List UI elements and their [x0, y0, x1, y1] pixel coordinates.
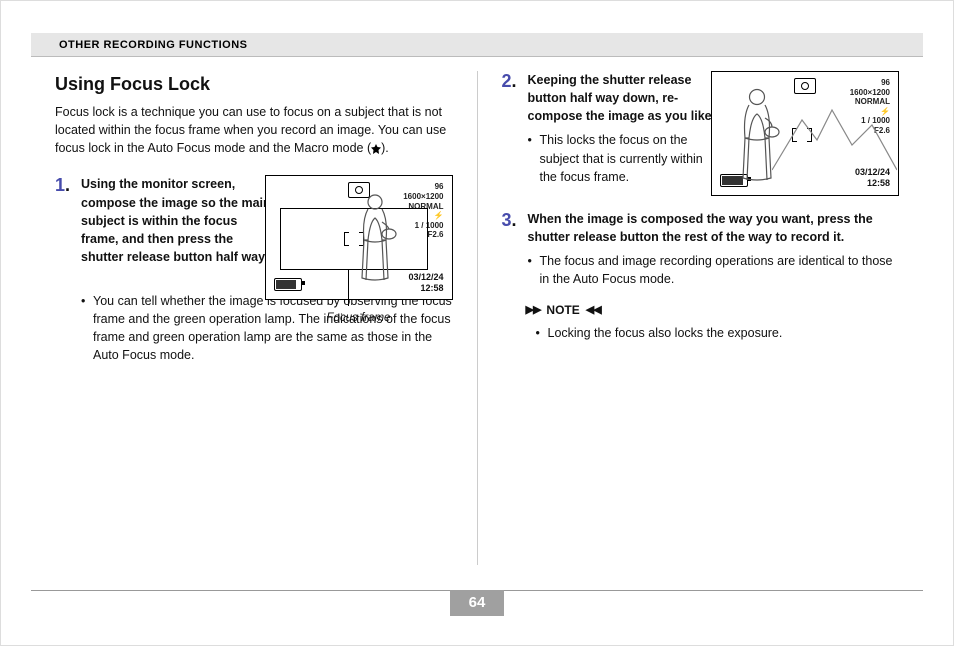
footer-line: 64: [31, 590, 923, 619]
lcd-screen-1: 96 1600×1200 NORMAL ⚡ 1 / 1000 F2.6 03/1…: [265, 175, 453, 300]
step-2-number: 2: [502, 71, 528, 188]
step-1-number: 1: [55, 175, 81, 272]
note-heading: ▶▶ NOTE ◀◀: [526, 302, 900, 319]
osd-count: 96: [850, 78, 890, 88]
step-2-wrap: 2 Keeping the shutter release button hal…: [502, 71, 900, 188]
note-bullets: • Locking the focus also locks the expos…: [502, 324, 900, 342]
manual-page: OTHER RECORDING FUNCTIONS Using Focus Lo…: [0, 0, 954, 646]
osd-res: 1600×1200: [850, 88, 890, 98]
right-column: 2 Keeping the shutter release button hal…: [502, 71, 900, 565]
caption-pointer: [348, 270, 349, 290]
note-bullet-text: Locking the focus also locks the exposur…: [548, 324, 783, 342]
step-3: 3 When the image is composed the way you…: [502, 210, 900, 291]
page-number: 64: [450, 590, 504, 616]
step-2-bullet-text: This locks the focus on the subject that…: [540, 131, 718, 185]
osd-time: 12:58: [408, 283, 443, 294]
bullet-dot: •: [528, 131, 540, 185]
step-3-headline: When the image is composed the way you w…: [528, 210, 900, 246]
bullet-dot: •: [81, 292, 93, 365]
step-3-body: When the image is composed the way you w…: [528, 210, 900, 291]
osd-date: 03/12/24: [408, 272, 443, 283]
lcd-figure-1: 96 1600×1200 NORMAL ⚡ 1 / 1000 F2.6 03/1…: [265, 175, 453, 327]
step-1-wrap: 1 Using the monitor screen, compose the …: [55, 175, 453, 272]
lcd-screen-2: 96 1600×1200 NORMAL ⚡ 1 / 1000 F2.6 03/1…: [711, 71, 899, 196]
osd-count: 96: [403, 182, 443, 192]
left-column: Using Focus Lock Focus lock is a techniq…: [55, 71, 453, 565]
camera-icon: [794, 78, 816, 94]
header-bar: OTHER RECORDING FUNCTIONS: [31, 33, 923, 57]
battery-icon: [274, 278, 302, 291]
intro-paragraph: Focus lock is a technique you can use to…: [55, 103, 453, 157]
page-footer: 64: [31, 590, 923, 619]
step-2-bullet: • This locks the focus on the subject th…: [528, 131, 718, 185]
column-divider: [477, 71, 478, 565]
intro-tail: ).: [381, 141, 389, 155]
note-arrows-left-icon: ◀◀: [586, 303, 601, 319]
lcd-figure-2: 96 1600×1200 NORMAL ⚡ 1 / 1000 F2.6 03/1…: [711, 71, 899, 196]
macro-icon: [371, 144, 381, 154]
note-label: NOTE: [546, 302, 579, 319]
figure-caption-1: Focus frame: [265, 310, 453, 327]
header-title: OTHER RECORDING FUNCTIONS: [59, 39, 248, 51]
note-bullet-row: • Locking the focus also locks the expos…: [536, 324, 900, 342]
step-3-bullet-text: The focus and image recording operations…: [540, 252, 900, 288]
step-2-headline: Keeping the shutter release button half …: [528, 71, 718, 125]
section-title: Using Focus Lock: [55, 71, 453, 97]
mountain-outline: [772, 100, 897, 180]
content-columns: Using Focus Lock Focus lock is a techniq…: [55, 71, 899, 565]
person-drawing-1: [352, 192, 398, 288]
bullet-dot: •: [536, 324, 548, 342]
step-1-headline: Using the monitor screen, compose the im…: [81, 175, 271, 266]
osd-bottom-right-1: 03/12/24 12:58: [408, 272, 443, 294]
step-3-number: 3: [502, 210, 528, 291]
caption-pointer-ext: [348, 290, 349, 306]
note-arrows-right-icon: ▶▶: [526, 303, 541, 319]
bullet-dot: •: [528, 252, 540, 288]
step-3-bullet: • The focus and image recording operatio…: [528, 252, 900, 288]
osd-res: 1600×1200: [403, 192, 443, 202]
